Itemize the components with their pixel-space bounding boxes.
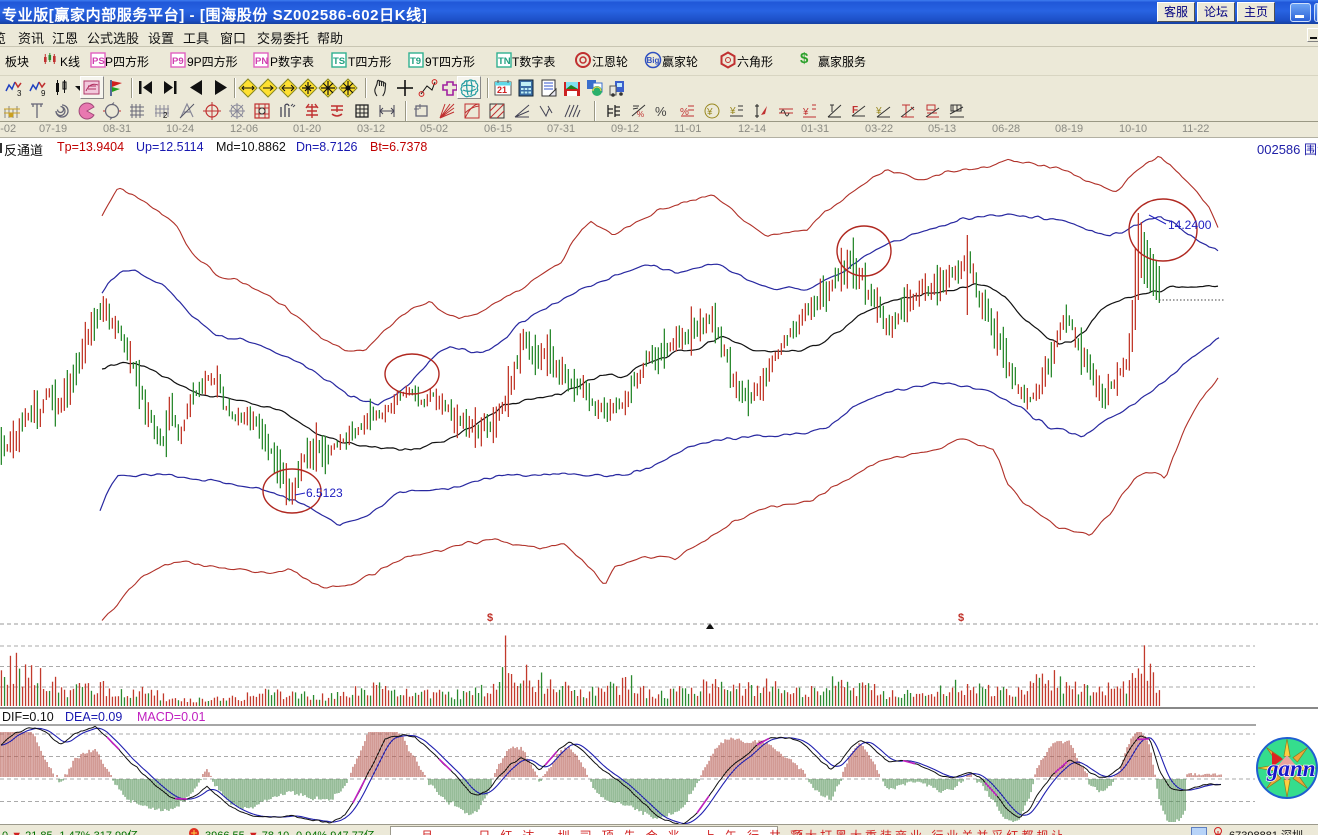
svg-text:3: 3 — [17, 89, 22, 98]
svg-text:6.5123: 6.5123 — [306, 486, 343, 500]
svg-text:¥: ¥ — [875, 106, 882, 117]
svg-text:%: % — [637, 110, 644, 119]
svg-text:DIF=0.10: DIF=0.10 — [2, 710, 54, 724]
svg-text:¥: ¥ — [802, 107, 809, 118]
svg-text:2: 2 — [163, 111, 168, 120]
svg-text:$: $ — [487, 612, 493, 624]
svg-text:9: 9 — [41, 89, 46, 98]
svg-text:MACD=0.01: MACD=0.01 — [137, 710, 205, 724]
svg-text:¥: ¥ — [706, 107, 713, 118]
svg-text:F: F — [852, 105, 858, 116]
svg-text:¥: ¥ — [729, 106, 736, 117]
svg-text:%: % — [655, 104, 667, 119]
svg-text:DEA=0.09: DEA=0.09 — [65, 710, 122, 724]
svg-text:21: 21 — [497, 85, 507, 95]
svg-text:P9: P9 — [172, 56, 184, 67]
svg-text:%: % — [680, 107, 689, 118]
svg-text:gann: gann — [1266, 756, 1316, 781]
svg-text:PS: PS — [92, 56, 105, 67]
svg-text:PN: PN — [255, 56, 268, 67]
svg-text:Big: Big — [647, 56, 660, 65]
svg-text:TN: TN — [498, 56, 511, 67]
svg-text:T9: T9 — [410, 56, 421, 67]
svg-text:14.2400: 14.2400 — [1168, 218, 1212, 232]
svg-text:TS: TS — [333, 56, 345, 67]
svg-text:$: $ — [958, 612, 964, 624]
